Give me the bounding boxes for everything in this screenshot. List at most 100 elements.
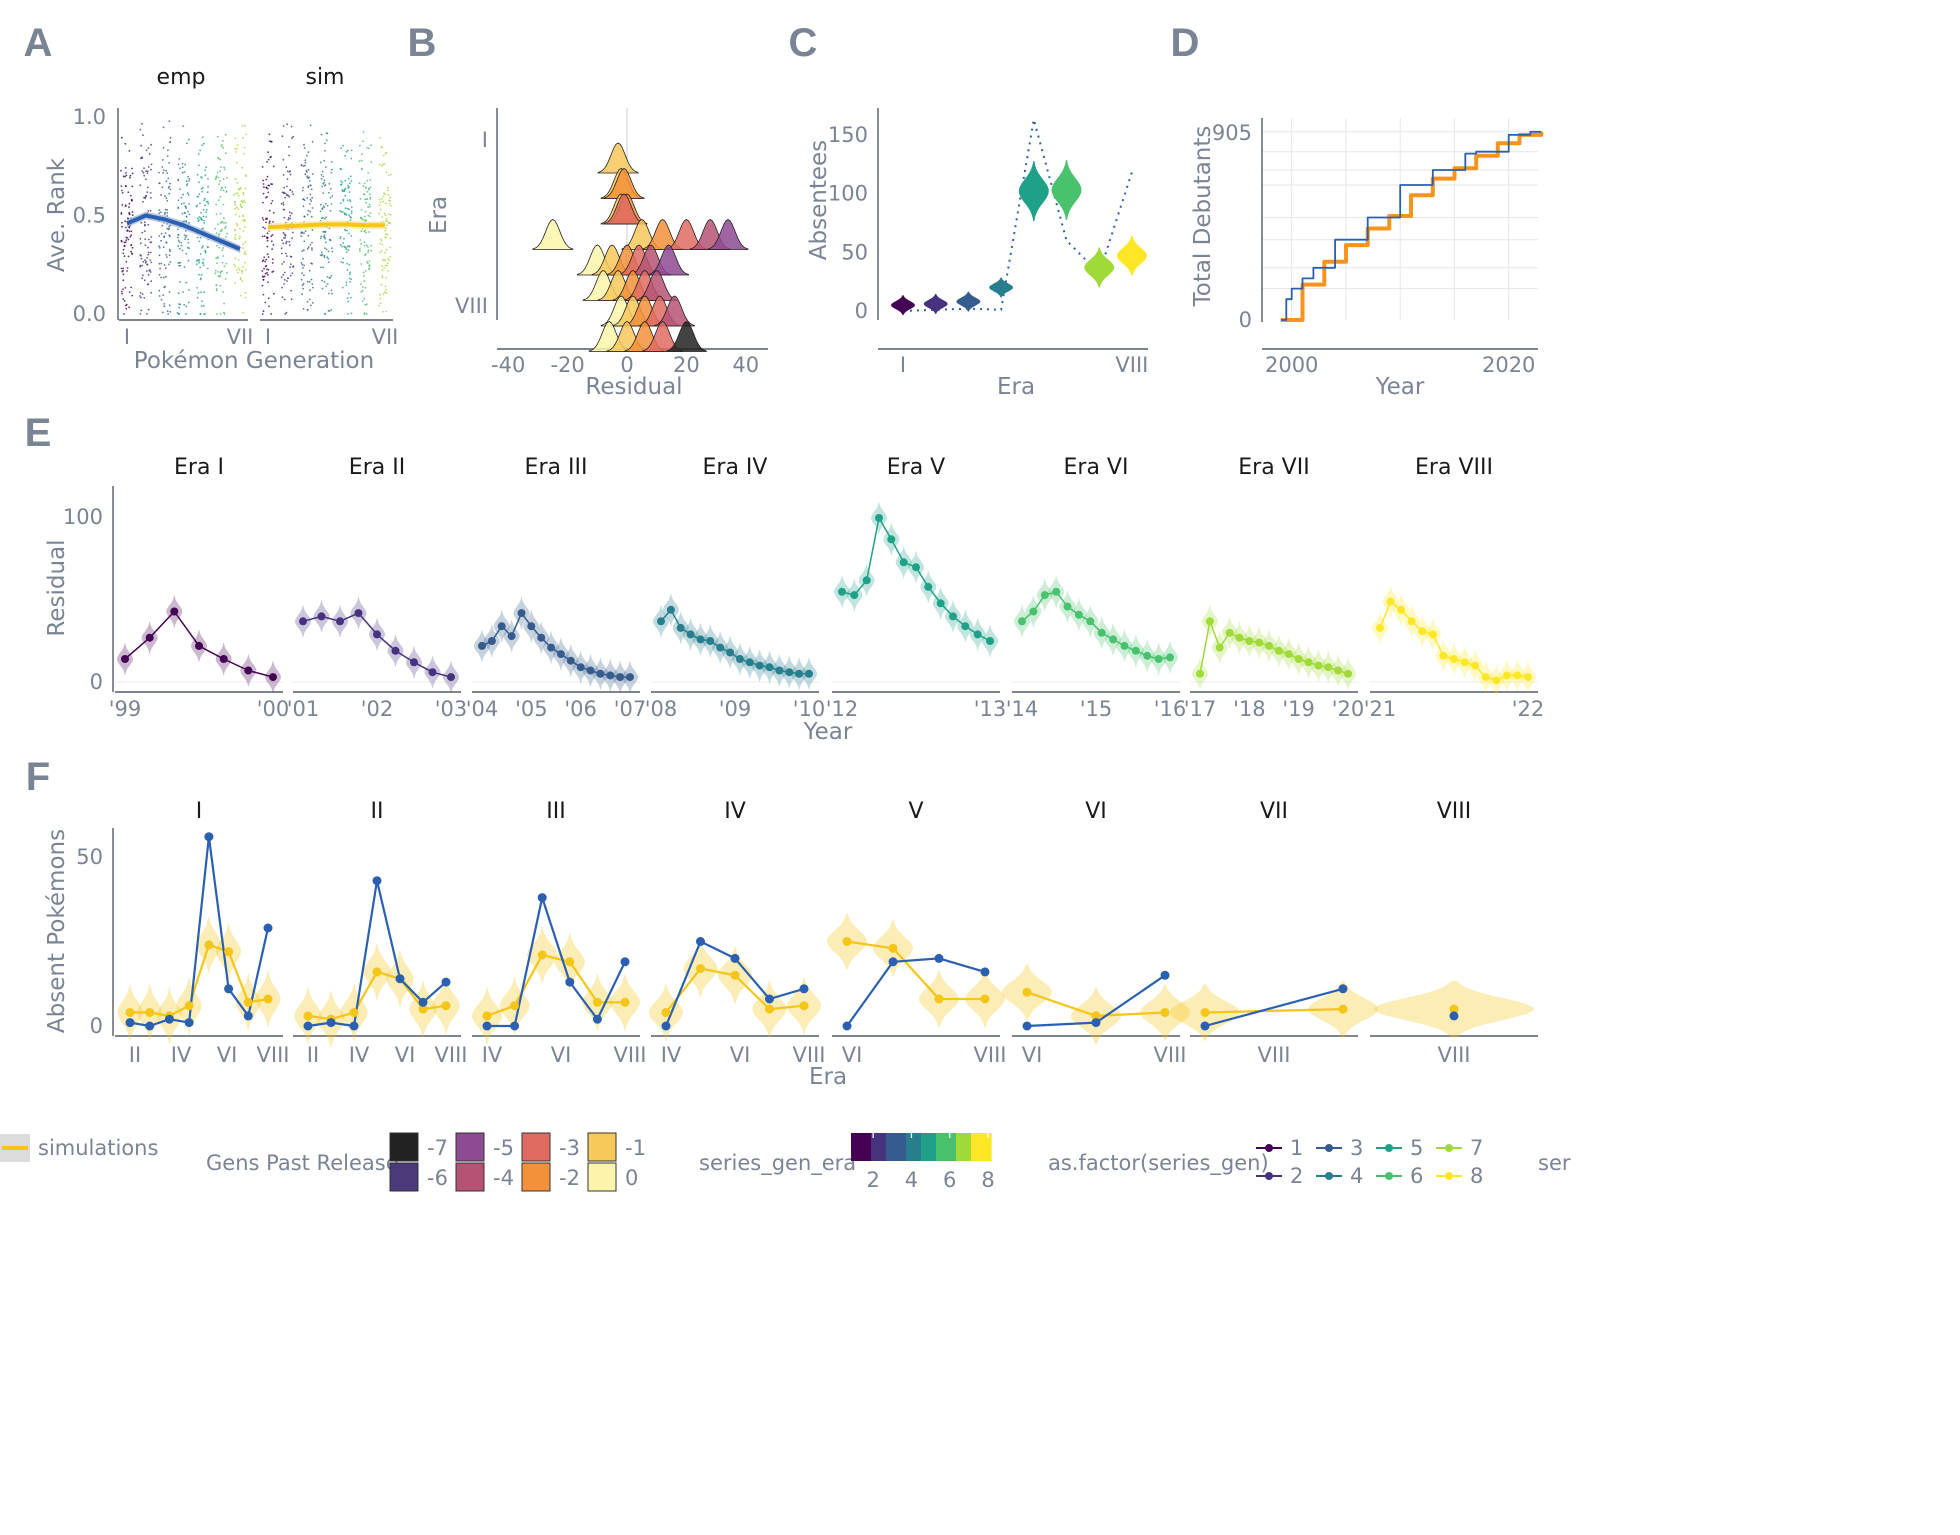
jitter-point [270,313,273,315]
jitter-point [187,210,189,213]
jitter-point [364,253,367,256]
residual-point [1097,628,1106,637]
jitter-point [326,276,329,278]
series-gen-era-title: series_gen_era [699,1151,856,1176]
jitter-point [143,297,146,299]
y-tick-label: 1.0 [73,105,106,129]
jitter-point [205,216,208,218]
jitter-point [363,241,366,244]
empirical-point [164,1014,174,1024]
jitter-point [262,276,265,278]
jitter-point [243,199,245,202]
jitter-point [234,238,237,241]
jitter-point [389,256,392,258]
jitter-point [360,263,363,265]
panel-b: -40 -20 0 20 40 I VIII Residual Era [426,108,768,400]
jitter-point [220,145,223,148]
jitter-point [219,212,222,215]
jitter-point [268,209,271,212]
jitter-point [362,140,364,143]
jitter-point [166,256,168,258]
jitter-point [126,267,129,269]
gradient-swatch [966,1133,972,1161]
x-tick-label: IV [661,1043,682,1067]
jitter-point [147,251,150,254]
jitter-point [389,200,392,202]
jitter-point [270,235,273,238]
jitter-point [147,166,150,168]
jitter-point [164,232,167,235]
jitter-point [327,191,330,194]
jitter-point [182,125,185,127]
jitter-point [131,246,134,249]
jitter-point [139,295,141,297]
simulation-point [263,994,273,1004]
jitter-point [303,215,306,218]
jitter-point [347,249,350,251]
x-tick-label: VI [551,1043,572,1067]
jitter-point [268,220,271,223]
simulation-violin [1051,160,1082,220]
jitter-point [265,221,267,224]
jitter-point [350,278,353,281]
jitter-point [215,257,218,260]
jitter-point [270,140,273,143]
jitter-point [348,214,350,217]
residual-point [244,666,253,675]
jitter-point [385,233,387,235]
jitter-point [323,184,326,187]
x-tick-label: VIII [1438,1043,1471,1067]
gradient-swatch [886,1133,892,1161]
jitter-point [270,155,272,158]
gens-past-label: -5 [493,1136,514,1160]
jitter-point [320,251,323,254]
jitter-point [206,191,209,194]
x-tick-label: 40 [732,353,759,377]
jitter-point [177,239,180,242]
jitter-point [142,274,144,277]
x-tick-label: '21 [1364,697,1397,721]
jitter-point [265,186,268,189]
jitter-point [224,133,227,136]
jitter-point [129,176,131,179]
jitter-point [162,246,165,249]
simulation-point [441,1001,451,1011]
residual-point [410,658,418,667]
jitter-point [385,236,387,239]
x-tick-label: VIII [257,1043,290,1067]
simulation-point [592,997,602,1007]
jitter-point [237,144,239,146]
jitter-point [226,271,228,274]
residual-point [961,622,970,631]
jitter-point [306,247,309,250]
residual-point [912,563,920,572]
gradient-swatch [891,1133,897,1161]
simulations-legend-label: simulations [38,1136,158,1160]
jitter-point [266,245,269,248]
jitter-point [326,132,329,135]
jitter-point [389,205,392,207]
facet-label: VII [1260,799,1288,824]
residual-point [1245,637,1254,645]
simulation-point [696,964,705,973]
jitter-point [178,306,181,309]
jitter-point [386,224,388,227]
jitter-point [144,196,147,199]
jitter-point [344,179,347,182]
jitter-point [224,227,226,230]
jitter-point [344,194,347,197]
x-tick-label: II [307,1043,319,1067]
jitter-point [205,209,208,211]
simulation-violin [891,295,915,316]
jitter-point [272,243,275,246]
gradient-tick-label: 6 [943,1168,956,1192]
jitter-point [186,142,188,145]
jitter-point [360,209,363,211]
jitter-point [324,241,327,244]
jitter-point [127,217,129,220]
residual-point [1471,661,1480,670]
jitter-point [364,219,366,222]
jitter-point [349,199,351,201]
jitter-point [340,261,343,263]
factor-label: 5 [1410,1136,1423,1160]
